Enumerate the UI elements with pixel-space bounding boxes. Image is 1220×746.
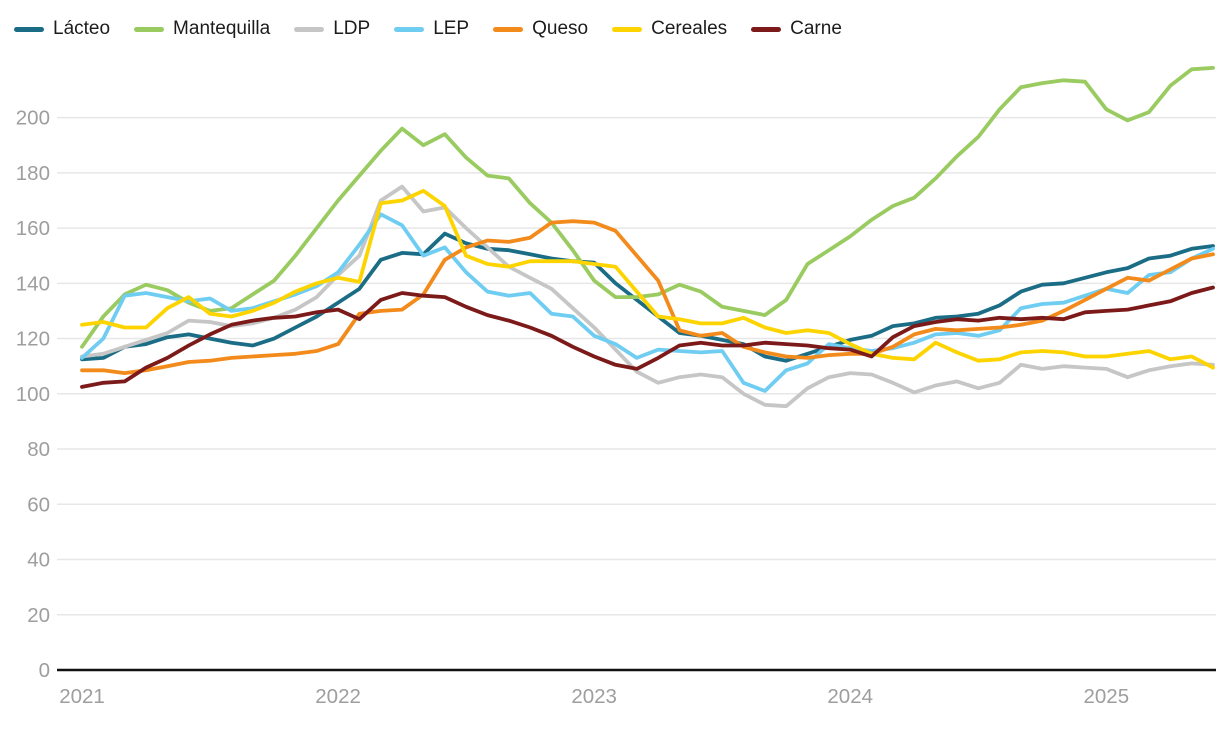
- legend-swatch-queso-icon: [493, 26, 524, 32]
- gridlines: [57, 116, 1216, 616]
- y-tick-label-160: 160: [16, 217, 50, 240]
- y-tick-label-60: 60: [27, 493, 50, 516]
- y-tick-label-140: 140: [16, 272, 50, 295]
- legend-label-carne: Carne: [790, 18, 842, 39]
- legend-label-lacteo: Lácteo: [53, 18, 111, 39]
- series-line-cereales: [80, 188, 1215, 370]
- legend-item-carne[interactable]: Carne: [751, 17, 842, 41]
- legend-label-lep: LEP: [433, 18, 470, 39]
- y-tick-label-100: 100: [16, 383, 50, 406]
- x-tick-label-2024: 2024: [827, 685, 873, 708]
- legend-item-cereales[interactable]: Cereales: [612, 17, 727, 41]
- legend-swatch-carne-icon: [751, 26, 782, 32]
- series-line-lacteo: [80, 231, 1215, 363]
- legend-item-mantequilla[interactable]: Mantequilla: [134, 17, 270, 41]
- legend-label-cereales: Cereales: [651, 18, 728, 39]
- legend-item-lacteo[interactable]: Lácteo: [14, 17, 110, 41]
- x-tick-label-2022: 2022: [315, 685, 361, 708]
- series-line-queso: [80, 219, 1215, 376]
- series-line-mantequilla: [80, 66, 1215, 349]
- legend-swatch-mantequilla-icon: [134, 26, 165, 32]
- y-tick-label-180: 180: [16, 162, 50, 185]
- x-tick-label-2021: 2021: [59, 685, 105, 708]
- x-tick-label-2025: 2025: [1083, 685, 1129, 708]
- y-tick-label-20: 20: [27, 604, 50, 627]
- y-tick-label-200: 200: [16, 107, 50, 130]
- legend-swatch-lacteo-icon: [14, 26, 44, 32]
- legend-swatch-ldp-icon: [294, 26, 325, 32]
- y-tick-label-80: 80: [27, 438, 50, 461]
- legend-swatch-lep-icon: [394, 26, 425, 32]
- y-tick-label-0: 0: [39, 659, 50, 682]
- y-axis-labels: 0 20 40 60 80 100 120 140 160 180 200: [16, 107, 50, 682]
- legend-item-lep[interactable]: LEP: [394, 17, 469, 41]
- x-tick-label-2023: 2023: [571, 685, 617, 708]
- chart-legend: Lácteo Mantequilla LDP LEP Queso Cereales Carn…: [14, 17, 842, 41]
- x-axis-labels: 2021 2022 2023 2024 2025: [59, 685, 1129, 708]
- legend-label-queso: Queso: [532, 18, 589, 39]
- y-tick-label-40: 40: [27, 549, 50, 572]
- series-line-carne: [80, 285, 1215, 389]
- legend-label-mantequilla: Mantequilla: [173, 18, 271, 39]
- y-tick-label-120: 120: [16, 328, 50, 351]
- legend-swatch-cereales-icon: [612, 26, 643, 32]
- legend-item-ldp[interactable]: LDP: [294, 17, 370, 41]
- legend-item-queso[interactable]: Queso: [493, 17, 588, 41]
- legend-label-ldp: LDP: [333, 18, 371, 39]
